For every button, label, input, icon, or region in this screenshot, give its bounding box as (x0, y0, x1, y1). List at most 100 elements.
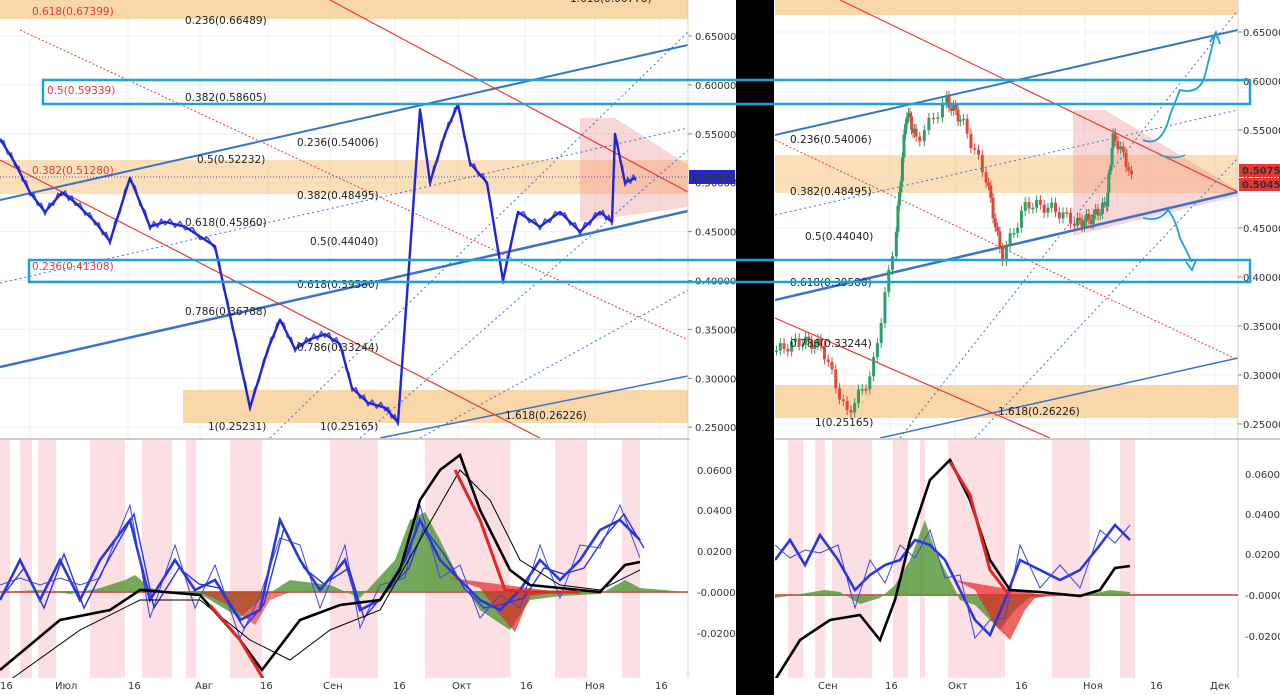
candle[interactable] (1103, 202, 1107, 204)
candle[interactable] (1072, 223, 1076, 226)
candle[interactable] (790, 341, 794, 352)
candle[interactable] (931, 117, 935, 120)
candle[interactable] (996, 227, 1000, 232)
candle[interactable] (894, 231, 898, 257)
candle[interactable] (1096, 208, 1100, 216)
candle[interactable] (1113, 133, 1117, 142)
candle[interactable] (1130, 170, 1133, 175)
candle[interactable] (841, 399, 845, 402)
candle[interactable] (989, 185, 993, 198)
candle[interactable] (1106, 192, 1110, 207)
candle[interactable] (1038, 200, 1042, 205)
candle[interactable] (864, 389, 868, 391)
candle[interactable] (853, 403, 857, 413)
candle[interactable] (940, 103, 944, 118)
left-price-axis[interactable]: 0.650000.600000.550000.500000.450000.400… (688, 32, 738, 434)
candle[interactable] (973, 148, 977, 150)
candle[interactable] (826, 359, 830, 362)
candle[interactable] (896, 205, 900, 232)
candle[interactable] (949, 107, 953, 111)
right-price-pane[interactable]: 0.236(0.54006) 0.382(0.48495) 0.5(0.44040)… (775, 0, 1280, 695)
candle[interactable] (834, 369, 838, 389)
candle[interactable] (1100, 202, 1104, 215)
candle[interactable] (984, 172, 988, 183)
candle[interactable] (786, 349, 790, 352)
candle[interactable] (860, 389, 864, 391)
candle[interactable] (907, 113, 911, 118)
right-price-axis[interactable]: 0.650000.600000.550000.500000.450000.400… (1238, 28, 1280, 431)
candle[interactable] (849, 410, 853, 413)
candle[interactable] (1078, 217, 1082, 220)
candle[interactable] (813, 344, 817, 349)
candle[interactable] (969, 133, 973, 149)
candle[interactable] (918, 136, 922, 142)
candle[interactable] (952, 105, 956, 111)
candle[interactable] (1110, 148, 1114, 166)
candle[interactable] (1065, 212, 1069, 214)
candle[interactable] (1016, 227, 1020, 233)
candle[interactable] (910, 116, 914, 130)
candle[interactable] (797, 338, 801, 346)
candle[interactable] (902, 134, 906, 158)
candle[interactable] (1053, 202, 1057, 213)
candle[interactable] (879, 323, 883, 344)
candle[interactable] (775, 350, 778, 353)
candle[interactable] (1076, 217, 1080, 226)
candle[interactable] (987, 182, 991, 186)
candle[interactable] (1085, 213, 1089, 222)
left-oscillator-pane[interactable] (0, 440, 688, 690)
candle[interactable] (1061, 212, 1065, 219)
candle[interactable] (1098, 214, 1102, 216)
candle[interactable] (1057, 212, 1061, 219)
candle[interactable] (1080, 219, 1084, 227)
candle[interactable] (1012, 232, 1016, 235)
left-price-pane[interactable]: 0.618(0.67399) 0.236(0.66489) 0.5(0.59339)… (0, 0, 738, 695)
candle[interactable] (801, 344, 805, 347)
candle[interactable] (1042, 204, 1046, 213)
candle[interactable] (782, 343, 786, 350)
candle[interactable] (816, 338, 820, 345)
candle[interactable] (1004, 246, 1008, 262)
candle[interactable] (998, 231, 1002, 249)
candle[interactable] (903, 124, 907, 135)
right-oscillator-pane[interactable] (775, 440, 1238, 680)
candle[interactable] (1107, 174, 1111, 193)
candle[interactable] (914, 128, 918, 137)
candle[interactable] (891, 256, 895, 270)
candle[interactable] (1019, 210, 1023, 228)
candle[interactable] (961, 118, 965, 121)
candle[interactable] (1069, 212, 1073, 224)
candle[interactable] (810, 340, 814, 349)
candle[interactable] (807, 336, 811, 341)
candle[interactable] (1035, 200, 1039, 208)
candle[interactable] (872, 357, 876, 377)
candle[interactable] (993, 218, 997, 228)
candle[interactable] (1082, 221, 1086, 227)
candle[interactable] (991, 197, 995, 219)
candle[interactable] (1023, 202, 1027, 211)
candle[interactable] (1087, 213, 1091, 220)
candle[interactable] (1008, 233, 1012, 247)
candle[interactable] (778, 343, 782, 351)
candle[interactable] (897, 192, 901, 206)
candle[interactable] (913, 128, 917, 133)
candle[interactable] (1111, 133, 1115, 149)
candle[interactable] (804, 336, 808, 345)
candle[interactable] (911, 129, 915, 133)
candle[interactable] (875, 343, 879, 358)
candle[interactable] (1031, 207, 1035, 210)
candle[interactable] (1108, 169, 1112, 175)
candle[interactable] (980, 154, 984, 173)
candle[interactable] (958, 120, 962, 122)
candle[interactable] (899, 181, 903, 193)
candle[interactable] (1094, 208, 1098, 215)
candle[interactable] (965, 118, 969, 134)
candle[interactable] (936, 117, 940, 119)
candle[interactable] (1121, 146, 1125, 153)
candle[interactable] (1001, 248, 1005, 262)
candle[interactable] (819, 338, 823, 347)
candle[interactable] (947, 95, 951, 108)
candle[interactable] (1119, 146, 1123, 150)
candle[interactable] (1046, 207, 1050, 213)
